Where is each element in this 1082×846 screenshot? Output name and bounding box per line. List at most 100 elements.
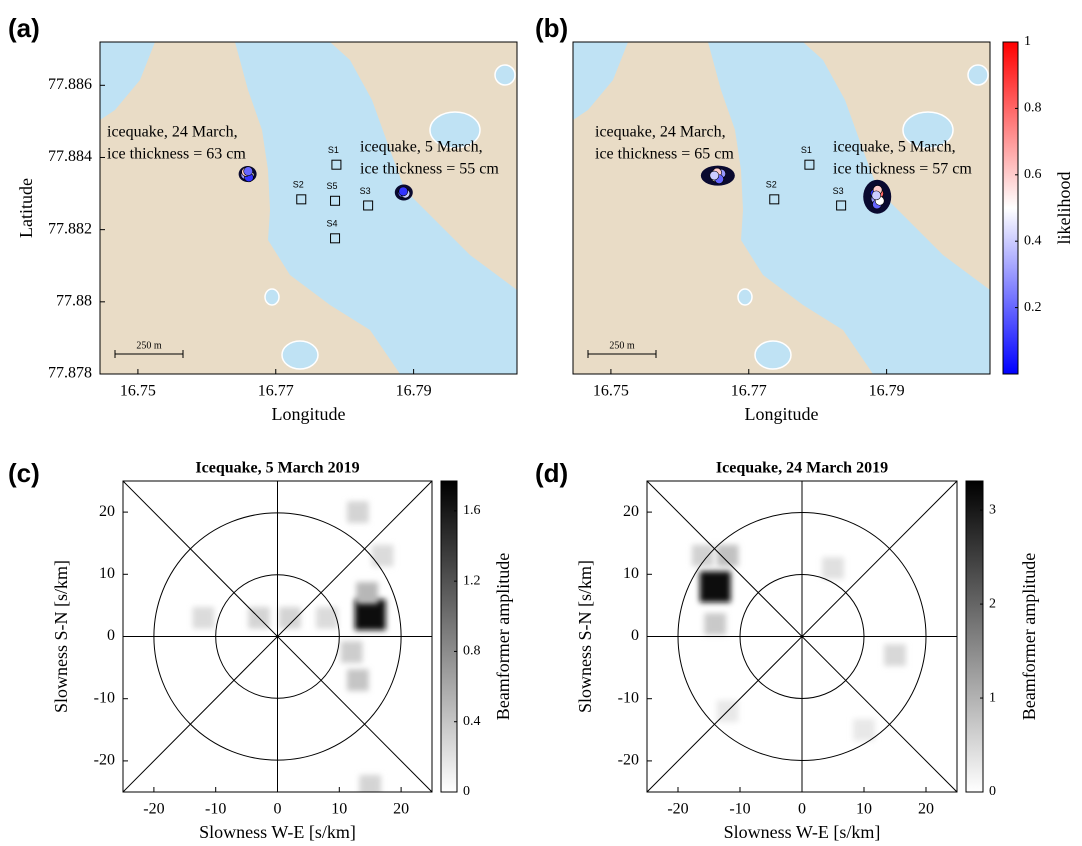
x-tick-label: 16.75 — [593, 383, 629, 400]
station-label: S1 — [328, 145, 339, 155]
colorbar — [1002, 41, 1019, 375]
annotation: ice thickness = 63 cm — [107, 146, 246, 163]
y-tick-label: 20 — [623, 503, 639, 520]
beam-peak — [822, 557, 844, 579]
y-axis-label: Latitude — [16, 178, 36, 238]
y-tick-label: 77.878 — [48, 365, 92, 382]
x-tick-label: 16.75 — [120, 383, 156, 400]
scale-bar-label: 250 m — [609, 340, 635, 351]
colorbar-tick-label: 0.4 — [1024, 233, 1042, 248]
colorbar-label: likelihood — [1054, 172, 1074, 245]
beam-peak — [279, 607, 301, 629]
event-point — [243, 166, 253, 176]
beam-peak — [853, 718, 875, 741]
colorbar-tick-label: 0.6 — [1024, 167, 1042, 182]
annotation: icequake, 24 March, — [107, 124, 238, 141]
panel-label: (c) — [8, 458, 40, 488]
x-tick-label: 16.77 — [258, 383, 294, 400]
x-tick-label: 10 — [331, 801, 347, 818]
annotation: ice thickness = 65 cm — [595, 146, 734, 163]
plot-area: S1 S2 S3 — [573, 42, 990, 374]
station-label: S2 — [766, 180, 777, 190]
annotation: icequake, 24 March, — [595, 124, 726, 141]
colorbar-tick-label: 0 — [463, 784, 470, 799]
event-point — [398, 186, 409, 197]
beam-peak — [356, 582, 378, 604]
x-axis-label: Longitude — [745, 404, 819, 424]
station — [769, 194, 780, 205]
x-tick-label: 16.77 — [731, 383, 767, 400]
colorbar-label: Beamformer amplitude — [493, 553, 513, 720]
x-tick-label: 16.79 — [869, 383, 905, 400]
station — [330, 195, 341, 206]
guide-circle — [215, 574, 340, 699]
y-tick-label: 77.882 — [48, 220, 92, 237]
colorbar-tick-label: 0.8 — [1024, 101, 1042, 116]
station-label: S3 — [360, 186, 371, 196]
x-tick-label: 16.79 — [396, 383, 432, 400]
beam-peak — [359, 774, 382, 792]
x-tick-label: 0 — [798, 801, 806, 818]
colorbar — [965, 480, 984, 793]
y-tick-label: 77.88 — [56, 292, 92, 309]
station-label: S3 — [833, 186, 844, 196]
station — [363, 200, 374, 211]
beam-peak — [192, 607, 215, 629]
station-label: S1 — [801, 145, 812, 155]
beam-peak — [884, 644, 906, 667]
colorbar — [440, 480, 458, 793]
y-tick-label: -20 — [618, 752, 639, 769]
beam-peak — [316, 607, 338, 629]
colorbar-tick-label: 1 — [989, 690, 996, 705]
x-tick-label: -10 — [205, 801, 226, 818]
colorbar-label: Beamformer amplitude — [1019, 553, 1039, 720]
guide-circle — [677, 512, 927, 761]
station — [296, 194, 307, 205]
station — [331, 159, 342, 170]
x-tick-label: -20 — [143, 801, 164, 818]
guide-circle — [739, 574, 865, 699]
x-tick-label: 0 — [274, 801, 282, 818]
frame — [99, 41, 518, 375]
plot-area — [647, 481, 957, 792]
annotation: icequake, 5 March, — [833, 139, 956, 156]
colorbar-tick-label: 0 — [989, 784, 996, 799]
x-axis-label: Slowness W-E [s/km] — [199, 822, 356, 842]
beam-peak — [354, 599, 386, 631]
y-tick-label: -10 — [94, 689, 115, 706]
y-tick-label: 77.884 — [48, 148, 92, 165]
x-axis-label: Slowness W-E [s/km] — [724, 822, 881, 842]
plot-area — [123, 481, 432, 792]
station-label: S5 — [327, 181, 338, 191]
beam-peak — [691, 544, 714, 567]
y-tick-label: -20 — [94, 752, 115, 769]
x-tick-label: 20 — [393, 801, 409, 818]
scale-bar-label: 250 m — [136, 340, 162, 351]
y-tick-label: 10 — [99, 565, 115, 582]
y-tick-label: 77.886 — [48, 76, 92, 93]
station — [804, 159, 815, 170]
frame — [572, 41, 991, 375]
colorbar-tick-label: 3 — [989, 502, 996, 517]
annotation: ice thickness = 55 cm — [360, 161, 499, 178]
colorbar-tick-label: 0.4 — [463, 714, 481, 729]
panel-label: (d) — [535, 458, 568, 488]
beam-peak — [699, 571, 731, 603]
colorbar-tick-label: 1 — [1024, 34, 1031, 49]
y-tick-label: 10 — [623, 565, 639, 582]
y-tick-label: 0 — [631, 627, 639, 644]
x-tick-label: 10 — [856, 801, 872, 818]
y-axis-label: Slowness S-N [s/km] — [51, 560, 71, 713]
chart-title: Icequake, 24 March 2019 — [716, 460, 888, 477]
station-label: S2 — [293, 180, 304, 190]
colorbar-tick-label: 1.6 — [463, 503, 481, 518]
y-axis-label: Slowness S-N [s/km] — [575, 560, 595, 713]
beam-peak — [347, 501, 369, 523]
x-tick-label: -20 — [667, 801, 688, 818]
guide-circle — [153, 512, 402, 761]
station — [836, 200, 847, 211]
colorbar-tick-label: 0.2 — [1024, 300, 1042, 315]
y-tick-label: 20 — [99, 503, 115, 520]
x-tick-label: -10 — [729, 801, 750, 818]
